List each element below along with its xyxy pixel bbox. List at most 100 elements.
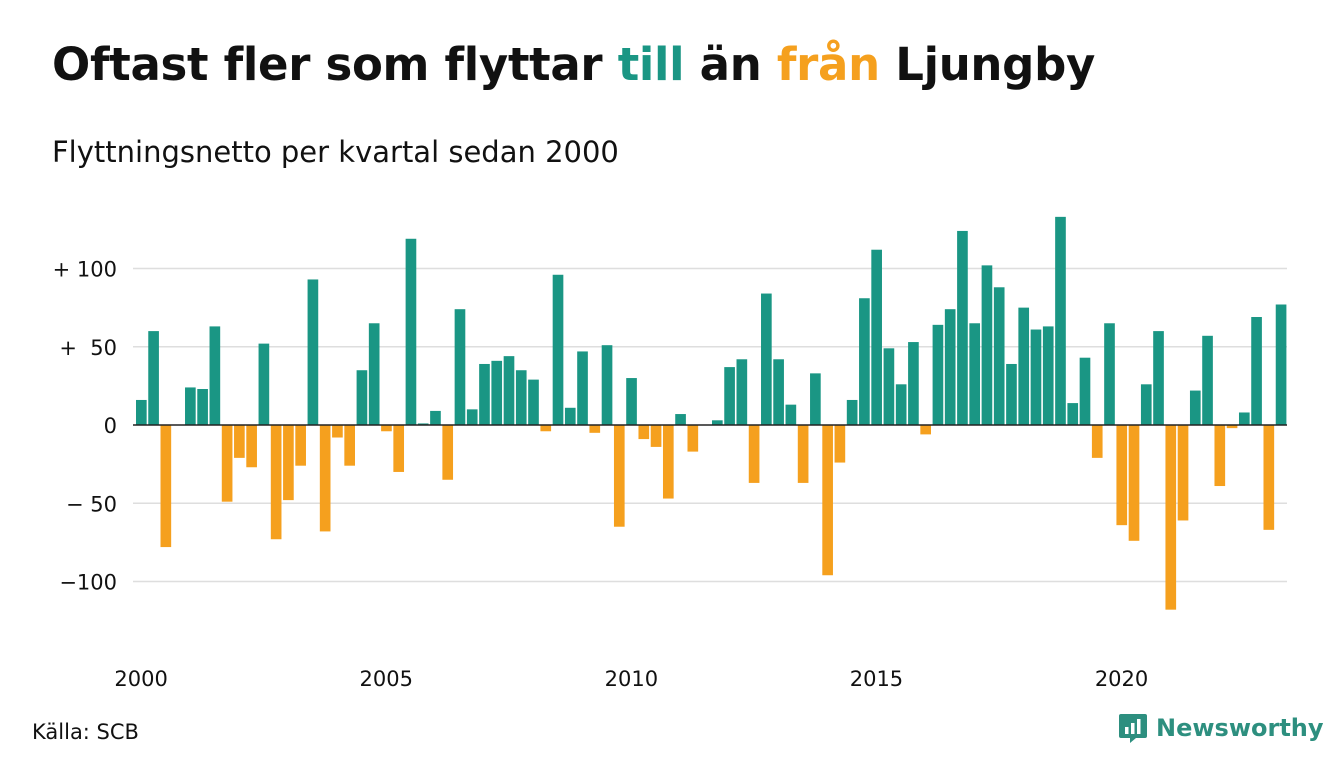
data-bar [258,343,270,425]
data-bar [405,238,417,425]
data-bar [209,326,221,425]
data-bar [932,324,944,425]
data-bar [1030,329,1042,425]
brand-logo: Newsworthy [1118,712,1324,744]
data-bar [822,425,833,576]
data-bar [1067,403,1079,425]
data-bar [368,323,380,425]
data-bar [442,425,454,480]
data-bar [638,425,650,440]
data-bar [528,379,539,425]
brand-name: Newsworthy [1156,714,1324,742]
chart-title: Oftast fler som flyttar till än från Lju… [52,38,1095,91]
y-tick-label: −100 [59,571,117,595]
data-bar [846,399,858,425]
data-bar [981,265,993,425]
x-tick-label: 2005 [360,667,413,691]
data-bar [319,425,331,532]
data-bar [332,425,343,438]
data-bar [564,407,576,425]
data-bar [920,425,931,435]
data-bar [1104,323,1115,425]
data-bar [160,425,172,548]
data-bar [1091,425,1103,458]
data-bar [295,425,306,466]
data-bar [197,389,208,425]
data-bar [1079,357,1091,425]
data-bar [1263,425,1275,530]
data-bar [810,373,821,425]
data-bar [393,425,405,472]
data-bar [908,342,919,425]
data-bar [662,425,674,499]
data-bar [185,387,196,425]
data-bar [356,370,368,425]
data-bar [859,298,870,426]
data-bar [1202,335,1213,425]
title-part-5: Ljungby [879,38,1096,91]
data-bar [957,230,968,425]
y-tick-label: 0 [104,414,117,438]
data-bar [1251,317,1262,425]
data-bar [883,348,895,425]
data-bar [834,425,846,463]
data-bar [1042,326,1054,425]
title-part-fran: från [776,38,880,91]
data-bar [454,309,466,425]
data-bar [1226,425,1238,429]
data-bar [577,351,588,425]
data-bar [1189,390,1201,425]
x-tick-label: 2020 [1095,667,1148,691]
data-bar [1153,331,1164,425]
data-bar [761,293,772,425]
data-bar [148,331,159,425]
data-bar [712,420,723,426]
data-bar [724,367,735,426]
data-bar [1055,216,1066,425]
data-bar [626,378,637,425]
data-bar [1116,425,1128,526]
title-part-3: än [684,38,777,91]
y-tick-label: + 50 [59,336,117,360]
chart-subtitle: Flyttningsnetto per kvartal sedan 2000 [52,135,619,169]
data-bar [503,356,515,425]
data-bar [736,359,748,425]
data-bar [491,360,503,425]
data-bar [675,414,686,426]
data-bar [993,287,1005,425]
data-bar [589,425,601,433]
data-bar [895,384,907,425]
data-bar [344,425,355,466]
data-bar [650,425,662,447]
data-bar [1238,412,1250,425]
data-bar [1006,363,1017,425]
y-tick-label: + 100 [53,258,117,282]
data-bar [1214,425,1226,487]
x-tick-label: 2000 [114,667,167,691]
data-bar [687,425,699,452]
data-bar [307,279,319,425]
data-bar [417,423,429,425]
data-bar [748,425,760,483]
data-bar [797,425,809,483]
data-bar [515,370,527,425]
data-bar [1177,425,1189,521]
title-part-till: till [617,38,685,91]
data-bar [1275,304,1287,425]
data-bar [944,309,956,425]
data-bar [540,425,552,432]
chart-logo-icon [1119,714,1147,743]
data-bar [466,409,478,425]
data-bar [270,425,282,540]
x-tick-label: 2010 [605,667,658,691]
data-bar [773,359,784,425]
data-bar [221,425,233,502]
data-bar [1018,307,1030,426]
title-part-1: Oftast fler som flyttar [52,38,618,91]
x-tick-label: 2015 [850,667,903,691]
data-bar [479,363,490,425]
data-bar [552,274,564,425]
data-bar [785,404,797,425]
data-bar [430,410,441,425]
data-bar [1128,425,1140,541]
